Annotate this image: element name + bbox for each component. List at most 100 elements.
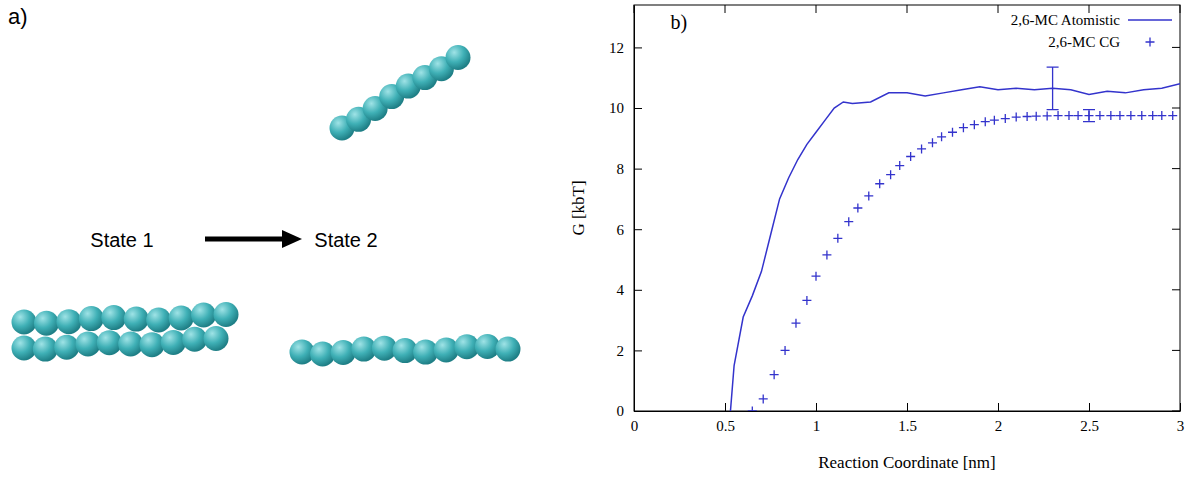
y-tick-mark — [634, 169, 642, 170]
x-axis: 00.511.522.53 — [631, 403, 1185, 434]
bead — [34, 311, 59, 336]
y-tick-label: 0 — [617, 403, 625, 419]
y-tick: 4 — [617, 282, 643, 298]
series-marker — [1054, 111, 1063, 120]
y-tick-mark-right — [1172, 47, 1180, 48]
legend-swatch — [1146, 38, 1155, 47]
y-tick: 12 — [609, 40, 642, 56]
series-marker — [990, 116, 999, 125]
x-tick-mark-top — [998, 5, 999, 13]
x-tick-mark-top — [1180, 5, 1181, 13]
series-marker — [812, 272, 821, 281]
bead — [79, 306, 104, 331]
y-tick-label: 12 — [609, 40, 624, 56]
x-tick-mark-top — [907, 5, 908, 13]
bead — [12, 310, 37, 335]
series-marker — [1012, 113, 1021, 122]
bead — [161, 330, 186, 355]
y-tick-mark — [634, 108, 642, 109]
bead — [124, 307, 149, 332]
series-marker — [895, 161, 904, 170]
bead — [33, 337, 58, 362]
y-tick: 8 — [617, 161, 643, 177]
x-tick-label: 1.5 — [898, 418, 917, 434]
series-marker — [822, 250, 831, 259]
y-tick-label: 6 — [617, 222, 625, 238]
bead — [191, 303, 216, 328]
state-label: State 1 — [90, 229, 153, 251]
bead — [204, 326, 229, 351]
x-tick-label: 0 — [631, 418, 639, 434]
series-marker — [1074, 111, 1083, 120]
panel-label: b) — [670, 11, 687, 34]
y-tick-mark-right — [1172, 411, 1180, 412]
y-tick-mark-right — [1172, 108, 1180, 109]
x-tick-mark-top — [634, 5, 635, 13]
series-marker — [1126, 111, 1135, 120]
bead — [446, 45, 471, 70]
x-tick-label: 1 — [813, 418, 821, 434]
y-tick: 6 — [617, 222, 643, 238]
y-tick: 2 — [617, 343, 643, 359]
bead — [496, 337, 521, 362]
error-bar — [1047, 67, 1059, 109]
y-tick: 10 — [609, 100, 642, 116]
series-marker — [917, 144, 926, 153]
bead — [182, 327, 207, 352]
x-tick-mark — [1089, 403, 1090, 411]
series-line — [730, 84, 1180, 411]
x-tick-mark — [998, 403, 999, 411]
x-tick-label: 0.5 — [716, 418, 735, 434]
bead — [146, 307, 171, 332]
series-marker — [1168, 111, 1177, 120]
series-marker — [781, 346, 790, 355]
legend-swatch — [1128, 19, 1172, 21]
series-marker — [1043, 111, 1052, 120]
bead — [97, 330, 122, 355]
data-area — [730, 67, 1180, 411]
y-tick-mark — [634, 229, 642, 230]
bead — [140, 332, 165, 357]
x-tick-mark-top — [725, 5, 726, 13]
series-marker — [1064, 111, 1073, 120]
x-tick-label: 3 — [1177, 418, 1185, 434]
chain-state2-bottom — [290, 334, 521, 367]
series-marker — [1032, 112, 1041, 121]
x-tick-mark — [907, 403, 908, 411]
series-marker — [1148, 111, 1157, 120]
x-tick: 2.5 — [1080, 403, 1099, 434]
series-marker — [981, 117, 990, 126]
bead — [12, 336, 37, 361]
legend-label: 2,6-MC CG — [1048, 34, 1120, 50]
bead — [214, 302, 239, 327]
y-tick-mark-right — [1172, 350, 1180, 351]
series-marker — [802, 296, 811, 305]
series-marker — [1023, 112, 1032, 121]
x-tick-mark — [816, 403, 817, 411]
figure: a)State 1State 200.511.522.53024681012Re… — [0, 0, 1190, 478]
y-tick-label: 4 — [617, 282, 625, 298]
x-tick-mark — [1180, 403, 1181, 411]
series-marker — [1137, 111, 1146, 120]
x-tick: 3 — [1177, 403, 1185, 434]
x-tick-mark-top — [816, 5, 817, 13]
series-marker — [791, 319, 800, 328]
plot-frame — [634, 5, 1180, 411]
series-marker — [886, 170, 895, 179]
x-tick-mark — [725, 403, 726, 411]
series-marker — [875, 179, 884, 188]
panel-b: 00.511.522.53024681012Reaction Coordinat… — [569, 5, 1184, 472]
y-tick-mark-right — [1172, 168, 1180, 169]
error-bar — [1083, 110, 1095, 122]
series-marker — [853, 204, 862, 213]
bead — [76, 331, 101, 356]
bead — [54, 335, 79, 360]
y-tick-mark — [634, 47, 642, 48]
series-marker — [928, 138, 937, 147]
series-marker — [1095, 111, 1104, 120]
series-marker — [748, 407, 757, 412]
state-label: State 2 — [314, 229, 377, 251]
bead — [118, 331, 143, 356]
chain-state1-top — [12, 302, 239, 336]
x-axis-line — [635, 411, 1181, 412]
